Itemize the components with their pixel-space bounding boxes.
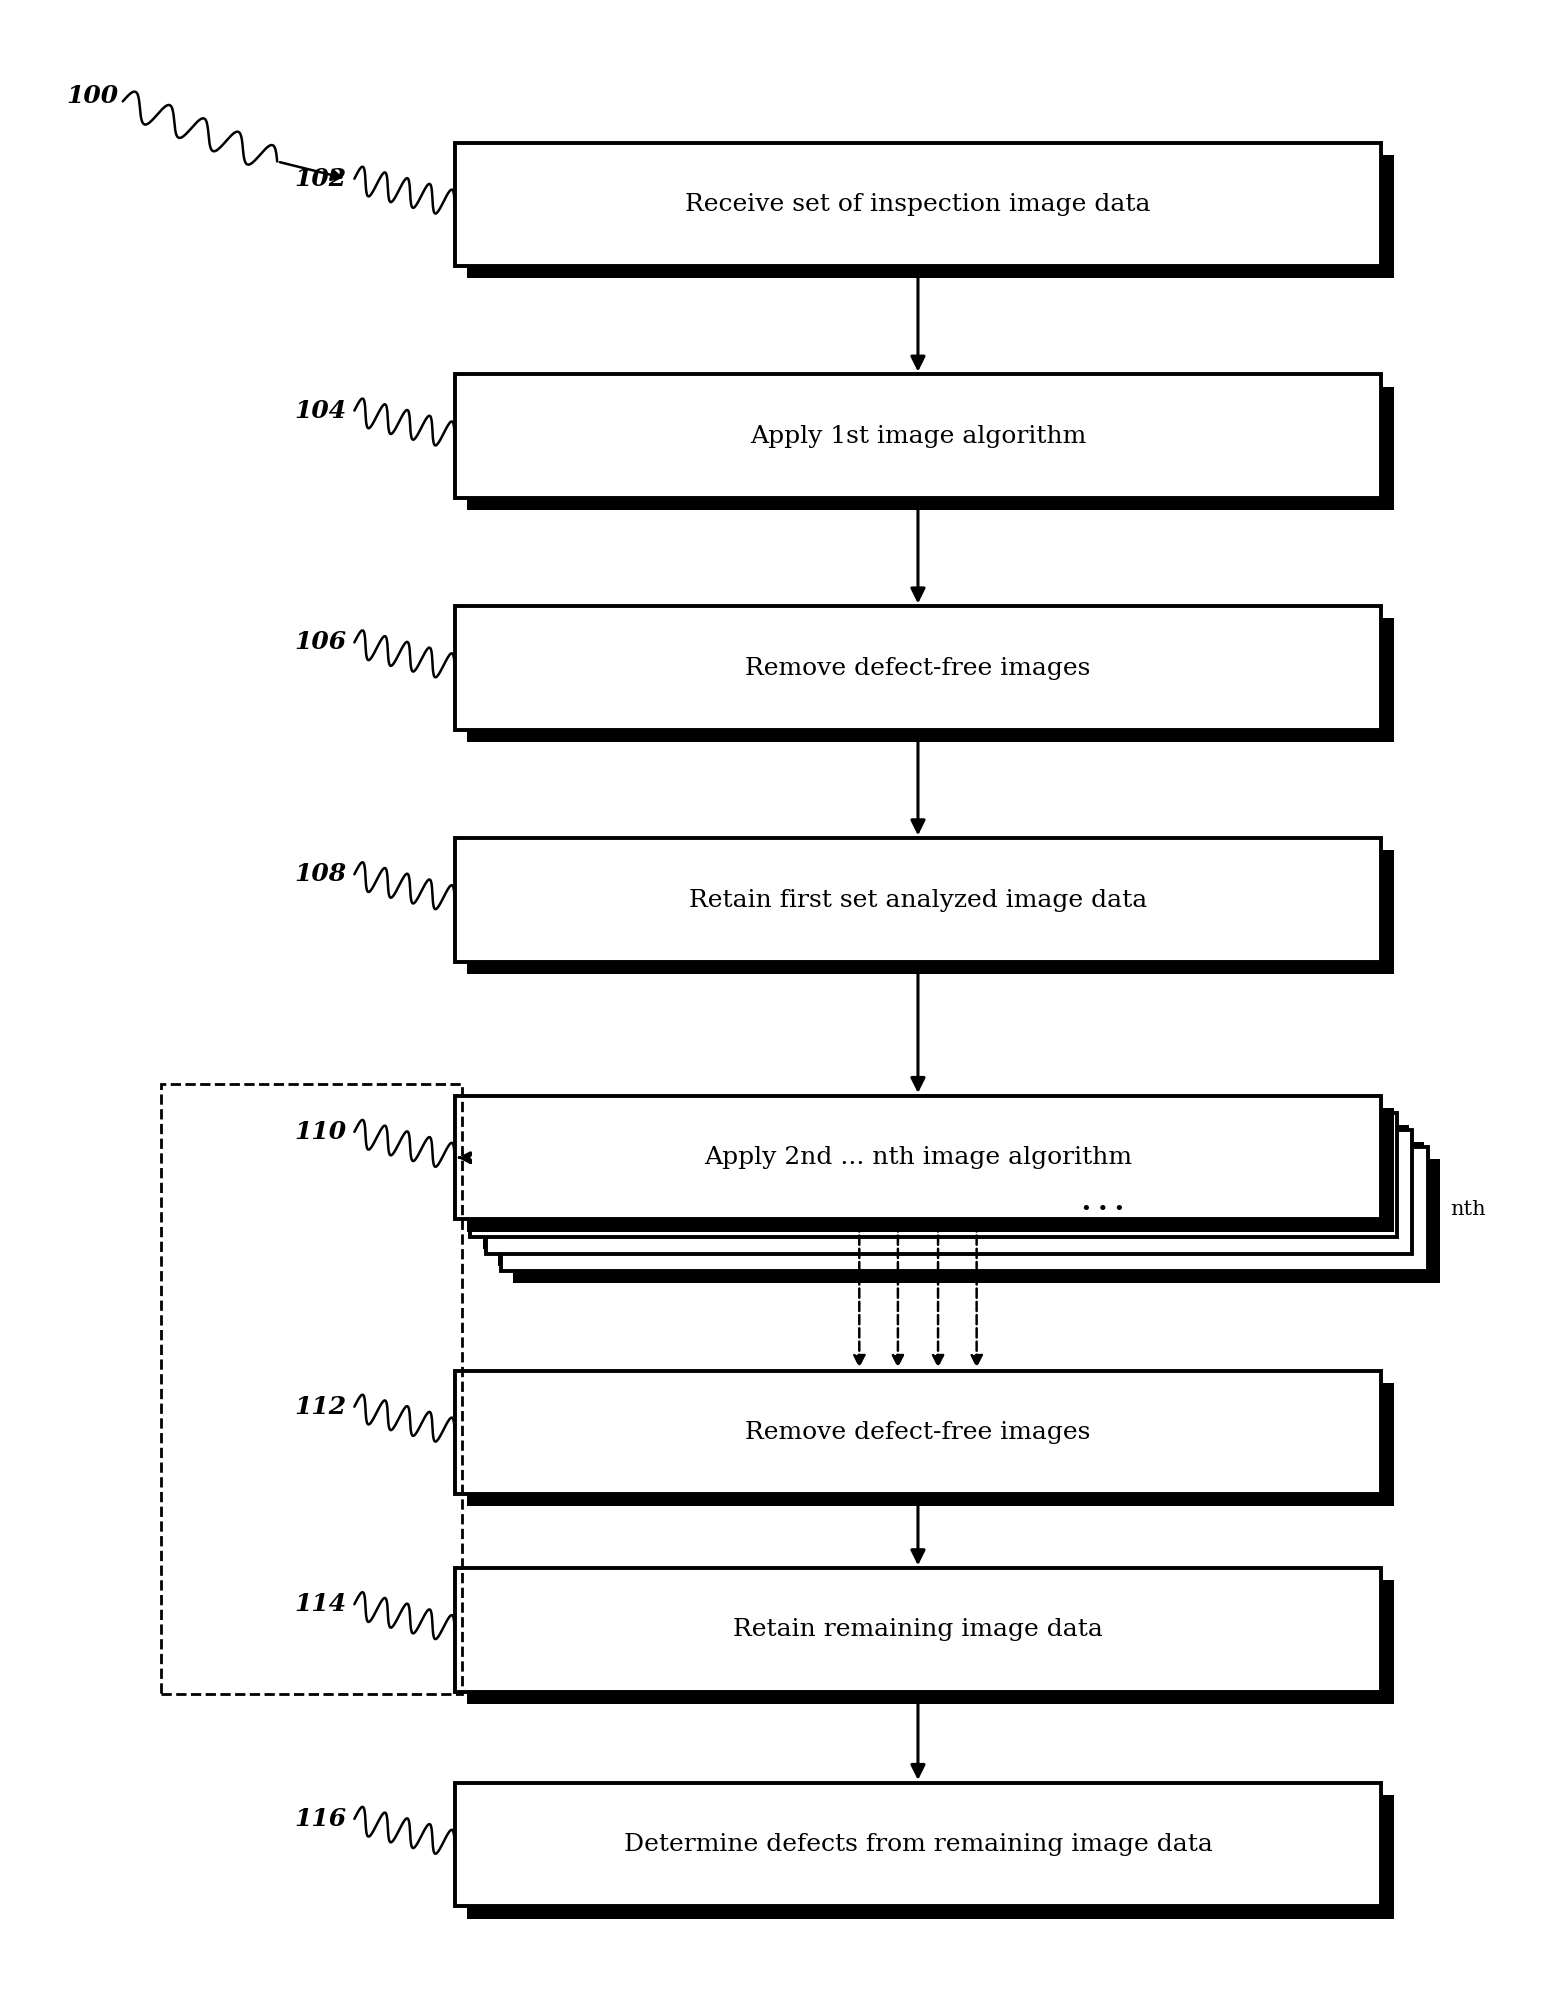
Text: nth: nth	[1450, 1199, 1486, 1219]
Bar	[455, 1567, 1382, 1693]
Bar	[467, 1108, 1393, 1231]
Text: Remove defect-free images: Remove defect-free images	[745, 1420, 1091, 1444]
Bar	[455, 1096, 1382, 1219]
Text: Apply 2nd ... nth image algorithm: Apply 2nd ... nth image algorithm	[704, 1146, 1133, 1170]
Text: 110: 110	[294, 1120, 346, 1144]
Text: Determine defects from remaining image data: Determine defects from remaining image d…	[623, 1834, 1212, 1856]
Bar	[467, 155, 1393, 278]
Bar	[467, 849, 1393, 975]
Text: 112: 112	[294, 1394, 346, 1418]
Bar	[502, 1148, 1427, 1271]
Bar	[514, 1160, 1440, 1283]
Bar	[455, 1782, 1382, 1907]
Bar	[455, 607, 1382, 730]
Text: 100: 100	[65, 84, 118, 107]
Bar	[471, 1114, 1396, 1237]
Text: 104: 104	[294, 398, 346, 422]
Text: 114: 114	[294, 1593, 346, 1617]
Text: Apply 1st image algorithm: Apply 1st image algorithm	[749, 426, 1086, 448]
Text: Retain remaining image data: Retain remaining image data	[732, 1619, 1103, 1641]
Text: 102: 102	[294, 167, 346, 191]
Bar	[455, 837, 1382, 963]
Bar	[467, 1579, 1393, 1705]
Bar	[483, 1126, 1408, 1249]
Text: 106: 106	[294, 631, 346, 654]
Bar	[499, 1142, 1424, 1265]
Text: Receive set of inspection image data: Receive set of inspection image data	[686, 193, 1151, 217]
Text: • • •: • • •	[1081, 1199, 1125, 1217]
Bar	[162, 1084, 463, 1693]
Bar	[467, 1794, 1393, 1919]
Bar	[486, 1130, 1412, 1253]
Bar	[467, 386, 1393, 509]
Bar	[455, 374, 1382, 497]
Text: Remove defect-free images: Remove defect-free images	[745, 656, 1091, 680]
Bar	[467, 1382, 1393, 1506]
Bar	[455, 1370, 1382, 1494]
Text: 116: 116	[294, 1806, 346, 1832]
Bar	[467, 619, 1393, 742]
Bar	[455, 143, 1382, 267]
Text: Retain first set analyzed image data: Retain first set analyzed image data	[689, 889, 1147, 911]
Text: 108: 108	[294, 863, 346, 887]
